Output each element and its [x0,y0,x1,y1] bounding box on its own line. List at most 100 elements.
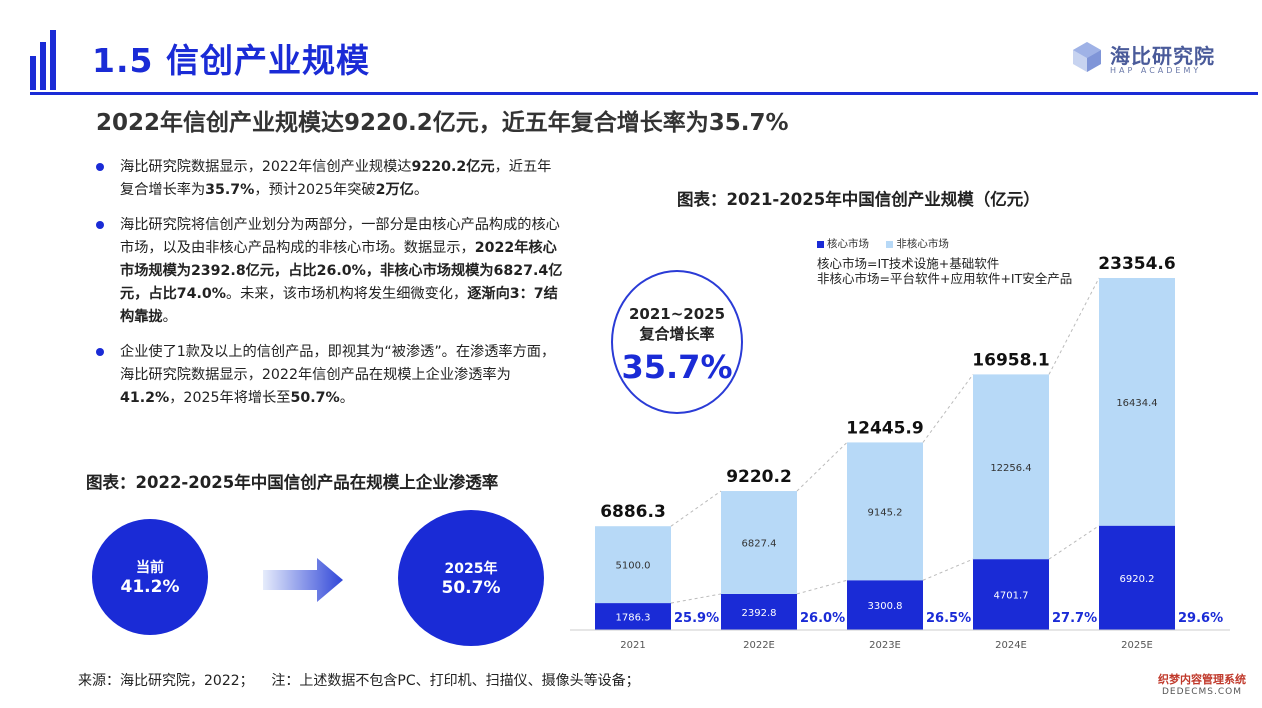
bar-core-label: 3300.8 [868,601,903,612]
core-connector-line [670,593,722,604]
right-arrow-icon [263,558,343,602]
source-note: 来源：海比研究院，2022； 注：上述数据不包含PC、打印机、扫描仪、摄像头等设… [78,673,640,689]
note-noncore: 非核心市场=平台软件+应用软件+IT安全产品 [817,271,1073,286]
bar-core [847,580,923,630]
header-divider [30,92,1258,95]
bullet-text: ，预计2025年突破 [254,182,376,198]
future-penetration-circle: 2025年 50.7% [398,510,544,646]
bar-core-label: 6920.2 [1120,574,1155,585]
bullet-dot-icon [96,348,104,356]
cagr-period: 2021~2025 [628,305,726,323]
core-connector-line [1048,525,1100,560]
bullet-item: 企业使了1款及以上的信创产品，即视其为“被渗透”。在渗透率方面，海比研究院数据显… [94,341,564,410]
bar-noncore [595,526,671,604]
bullet-dot-icon [96,221,104,229]
cagr-value: 35.7% [621,348,733,386]
bar-core [1099,525,1175,630]
bullet-list: 海比研究院数据显示，2022年信创产业规模达9220.2亿元，近五年复合增长率为… [94,156,564,422]
core-connector-line [922,558,974,581]
bar-total-label: 6886.3 [600,502,666,522]
x-tick-label: 2021 [620,640,645,651]
logo-subtext: HAP ACADEMY [1110,66,1202,75]
bar-core-label: 4701.7 [994,591,1029,602]
bar-total-label: 23354.6 [1098,254,1175,274]
total-connector-line [670,490,722,527]
header-bars-decoration [30,30,80,90]
core-share-label: 25.9% [674,611,719,626]
bullet-highlight: 2022年核心市场规模为2392.8亿元，占比26.0%，非核心市场规模为682… [120,240,563,302]
chart-notes: 核心市场=IT技术设施+基础软件 非核心市场=平台软件+应用软件+IT安全产品 [817,256,1072,286]
future-value: 50.7% [441,578,501,598]
bullet-text: ，近五年复合增长率为 [120,159,552,198]
core-share-label: 27.7% [1052,611,1097,626]
bar-core [595,603,671,630]
chart-legend: 核心市场 非核心市场 [817,236,963,251]
bar-noncore-label: 9145.2 [868,507,903,518]
total-connector-line [922,374,974,443]
current-penetration-circle: 当前 41.2% [92,519,208,635]
bar-core-label: 1786.3 [616,613,651,624]
current-value: 41.2% [120,577,180,597]
x-tick-label: 2023E [869,640,901,651]
bullet-highlight: 逐渐向3：7结构靠拢 [120,286,558,325]
cagr-label: 复合增长率 [639,325,715,343]
core-share-label: 26.5% [926,611,971,626]
legend-core-label: 核心市场 [827,238,869,250]
legend-core: 核心市场 [817,236,869,251]
bullet-text: ，2025年将增长至 [169,390,291,406]
bar-core-label: 2392.8 [742,608,777,619]
bullet-text: 海比研究院将信创产业划分为两部分，一部分是由核心产品构成的核心市场，以及由非核心… [120,217,560,256]
bullet-highlight: 9220.2亿元 [411,159,495,175]
bar-core [973,559,1049,630]
bullet-highlight: 41.2% [120,390,170,406]
bullet-dot-icon [96,163,104,171]
bullet-item: 海比研究院将信创产业划分为两部分，一部分是由核心产品构成的核心市场，以及由非核心… [94,214,564,329]
bar-noncore-label: 5100.0 [616,561,651,572]
watermark: 织梦内容管理系统 DEDECMS.COM [1148,671,1256,697]
logo-text: 海比研究院 [1110,44,1215,68]
bar-core [721,593,797,630]
page-subtitle: 2022年信创产业规模达9220.2亿元，近五年复合增长率为35.7% [96,110,789,136]
bar-total-label: 9220.2 [726,467,792,487]
cagr-badge: 2021~2025 复合增长率 35.7% [611,270,743,414]
total-connector-line [796,442,848,492]
bullet-text: 。未来，该市场机构将发生细微变化， [225,286,468,302]
bullet-highlight: 50.7% [290,390,340,406]
page-title: 1.5 信创产业规模 [92,41,370,80]
market-chart-title: 图表：2021-2025年中国信创产业规模（亿元） [677,190,1040,209]
current-label: 当前 [136,560,164,576]
bar-noncore-label: 6827.4 [742,538,777,549]
x-tick-label: 2022E [743,640,775,651]
bar-noncore [847,442,923,581]
logo-cube-icon [1073,42,1101,72]
market-size-chart: 1786.3 5100.0 6886.3 25.9% 2021 2392.8 6827.4 9… [570,254,1230,651]
legend-noncore-label: 非核心市场 [896,238,949,250]
bar-noncore-label: 16434.4 [1116,398,1157,409]
bar-noncore [1099,278,1175,526]
legend-noncore: 非核心市场 [886,236,949,251]
logo: 海比研究院 HAP ACADEMY [1070,38,1240,82]
bar-total-label: 16958.1 [972,350,1049,370]
core-share-label: 26.0% [800,611,845,626]
bullet-text: 。 [162,309,177,325]
bullet-text: 。 [413,182,429,198]
x-tick-label: 2024E [995,640,1027,651]
watermark-url: DEDECMS.COM [1162,687,1242,697]
future-label: 2025年 [444,561,498,577]
x-tick-label: 2025E [1121,640,1153,651]
penetration-chart-title: 图表：2022-2025年中国信创产品在规模上企业渗透率 [86,473,499,492]
core-share-label: 29.6% [1178,611,1223,626]
bar-total-label: 12445.9 [846,418,923,438]
bar-noncore [721,491,797,594]
watermark-title: 织梦内容管理系统 [1158,673,1246,686]
core-connector-line [796,579,848,595]
bullet-item: 海比研究院数据显示，2022年信创产业规模达9220.2亿元，近五年复合增长率为… [94,156,564,202]
bar-noncore [973,374,1049,560]
bullet-text: 。 [339,390,354,406]
bullet-text: 企业使了1款及以上的信创产品，即视其为“被渗透”。在渗透率方面，海比研究院数据显… [120,344,556,383]
bullet-highlight: 2万亿 [375,182,414,198]
total-connector-line [1048,277,1100,375]
bullet-highlight: 35.7% [205,182,255,198]
bar-noncore-label: 12256.4 [990,463,1031,474]
bullet-text: 海比研究院数据显示，2022年信创产业规模达 [120,159,412,175]
